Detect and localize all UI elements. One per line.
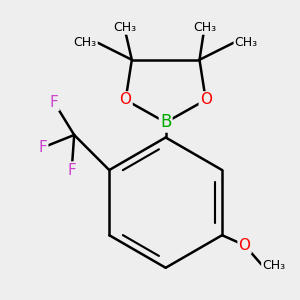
Text: CH₃: CH₃ [193,21,216,34]
Text: O: O [238,238,250,253]
Text: CH₃: CH₃ [74,36,97,49]
Text: CH₃: CH₃ [113,21,136,34]
Text: B: B [160,113,171,131]
Text: F: F [67,163,76,178]
Text: F: F [50,95,58,110]
Text: O: O [120,92,132,107]
Text: CH₃: CH₃ [262,259,285,272]
Text: CH₃: CH₃ [235,36,258,49]
Text: F: F [38,140,47,155]
Text: O: O [200,92,212,107]
